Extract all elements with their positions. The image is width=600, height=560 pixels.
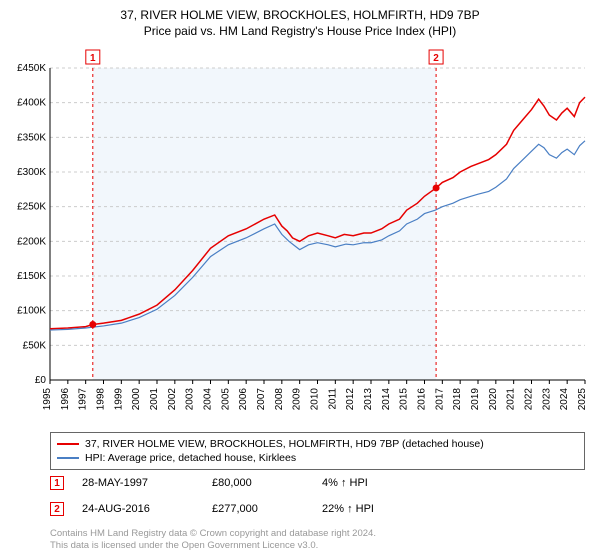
x-tick-label: 2017 <box>434 388 445 411</box>
x-tick-label: 1998 <box>96 388 107 411</box>
x-tick-label: 2012 <box>345 388 356 411</box>
title-subtitle: Price paid vs. HM Land Registry's House … <box>0 24 600 40</box>
y-tick-label: £350K <box>17 132 46 143</box>
x-tick-label: 2009 <box>292 388 303 411</box>
legend-row-1: HPI: Average price, detached house, Kirk… <box>57 451 578 465</box>
x-tick-label: 2015 <box>399 388 410 411</box>
x-tick-label: 2008 <box>274 388 285 411</box>
x-tick-label: 2010 <box>310 388 321 411</box>
x-tick-label: 2025 <box>577 388 588 411</box>
x-tick-label: 2001 <box>149 388 160 411</box>
x-tick-label: 1995 <box>42 388 53 411</box>
legend-label-1: HPI: Average price, detached house, Kirk… <box>85 452 296 464</box>
y-tick-label: £150K <box>17 271 46 282</box>
x-tick-label: 2013 <box>363 388 374 411</box>
x-tick-label: 2018 <box>452 388 463 411</box>
x-tick-label: 2007 <box>256 388 267 411</box>
x-tick-label: 2024 <box>559 388 570 411</box>
event-row-2: 2 24-AUG-2016£277,00022% ↑ HPI <box>50 496 374 522</box>
y-tick-label: £450K <box>17 63 46 74</box>
x-tick-label: 2023 <box>541 388 552 411</box>
legend-swatch-0 <box>57 443 79 445</box>
x-tick-label: 2022 <box>524 388 535 411</box>
legend-row-0: 37, RIVER HOLME VIEW, BROCKHOLES, HOLMFI… <box>57 437 578 451</box>
event-hpi-2: 22% ↑ HPI <box>322 503 374 515</box>
event-box-label-2: 2 <box>433 53 439 64</box>
y-tick-label: £250K <box>17 202 46 213</box>
x-tick-label: 2016 <box>417 388 428 411</box>
footer-line1: Contains HM Land Registry data © Crown c… <box>50 528 376 540</box>
y-tick-label: £50K <box>23 340 47 351</box>
x-tick-label: 2003 <box>185 388 196 411</box>
shaded-ownership-region <box>93 68 436 380</box>
title-address: 37, RIVER HOLME VIEW, BROCKHOLES, HOLMFI… <box>0 8 600 24</box>
x-tick-label: 2002 <box>167 388 178 411</box>
x-tick-label: 2005 <box>220 388 231 411</box>
event-date-1: 28-MAY-1997 <box>82 477 212 489</box>
x-tick-label: 2006 <box>238 388 249 411</box>
y-tick-label: £100K <box>17 306 46 317</box>
event-price-1: £80,000 <box>212 477 322 489</box>
event-marker-2: 2 <box>50 502 64 516</box>
chart-container: 37, RIVER HOLME VIEW, BROCKHOLES, HOLMFI… <box>0 0 600 560</box>
x-tick-label: 2020 <box>488 388 499 411</box>
legend-label-0: 37, RIVER HOLME VIEW, BROCKHOLES, HOLMFI… <box>85 438 484 450</box>
event-date-2: 24-AUG-2016 <box>82 503 212 515</box>
event-row-1: 1 28-MAY-1997£80,0004% ↑ HPI <box>50 470 374 496</box>
x-tick-label: 2000 <box>131 388 142 411</box>
event-marker-1: 1 <box>50 476 64 490</box>
y-tick-label: £200K <box>17 236 46 247</box>
x-tick-label: 1996 <box>60 388 71 411</box>
event-price-2: £277,000 <box>212 503 322 515</box>
legend: 37, RIVER HOLME VIEW, BROCKHOLES, HOLMFI… <box>50 432 585 470</box>
event-point-2 <box>433 184 440 191</box>
title-block: 37, RIVER HOLME VIEW, BROCKHOLES, HOLMFI… <box>0 8 600 39</box>
price-chart: £0£50K£100K£150K£200K£250K£300K£350K£400… <box>50 50 585 420</box>
x-tick-label: 2014 <box>381 388 392 411</box>
x-tick-label: 1999 <box>113 388 124 411</box>
x-tick-label: 2004 <box>203 388 214 411</box>
legend-swatch-1 <box>57 457 79 459</box>
footer: Contains HM Land Registry data © Crown c… <box>50 528 376 553</box>
x-tick-label: 2011 <box>327 388 338 410</box>
event-table: 1 28-MAY-1997£80,0004% ↑ HPI 2 24-AUG-2016£… <box>50 470 374 522</box>
footer-line2: This data is licensed under the Open Gov… <box>50 540 376 552</box>
y-tick-label: £300K <box>17 167 46 178</box>
x-tick-label: 1997 <box>78 388 89 411</box>
event-point-1 <box>89 321 96 328</box>
y-tick-label: £400K <box>17 98 46 109</box>
y-tick-label: £0 <box>35 375 47 386</box>
event-hpi-1: 4% ↑ HPI <box>322 477 368 489</box>
x-tick-label: 2019 <box>470 388 481 411</box>
event-box-label-1: 1 <box>90 53 96 64</box>
x-tick-label: 2021 <box>506 388 517 411</box>
